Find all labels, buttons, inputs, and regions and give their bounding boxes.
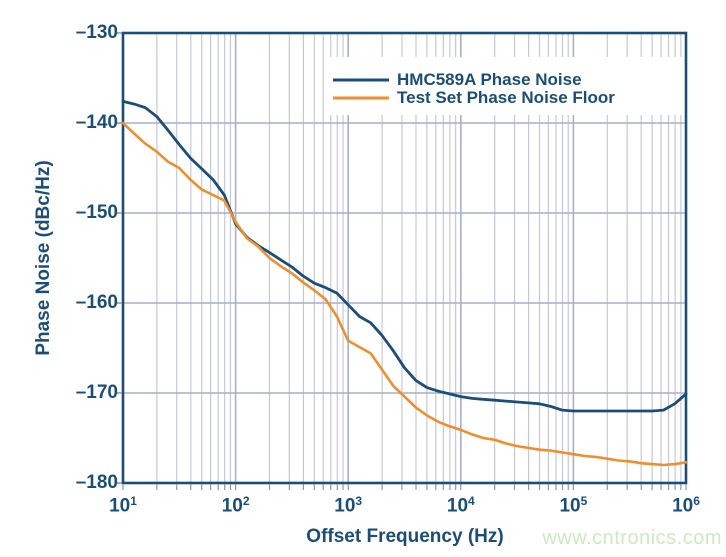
y-tick-label: –150 — [75, 202, 118, 223]
curve-hmc589a-phase-noise — [121, 100, 688, 413]
x-tick-label: 105 — [559, 494, 588, 517]
plot-frame — [121, 31, 688, 485]
legend-swatches — [333, 78, 389, 100]
x-tick-exponent: 6 — [693, 494, 700, 508]
x-tick-exponent: 2 — [242, 494, 250, 508]
y-axis-title: Phase Noise (dBc/Hz) — [33, 160, 54, 356]
x-tick-label: 104 — [446, 494, 475, 517]
x-tick-exponent: 3 — [355, 494, 363, 508]
x-tick-label: 103 — [334, 494, 363, 517]
x-tick-label: 102 — [221, 494, 250, 517]
x-tick-exponent: 4 — [468, 494, 475, 508]
x-tick-label: 106 — [672, 494, 700, 517]
curve-test-set-phase-noise-floor — [121, 121, 688, 467]
tick-marks — [116, 32, 687, 490]
y-tick-label: –170 — [75, 382, 118, 403]
legend-label-hmc589a: HMC589A Phase Noise — [397, 70, 582, 89]
y-tick-label: –180 — [75, 472, 118, 493]
x-tick-exponent: 5 — [580, 494, 588, 508]
legend-background — [326, 57, 684, 115]
y-tick-label: –130 — [75, 22, 118, 43]
y-tick-label: –140 — [75, 112, 118, 133]
x-tick-exponent: 1 — [130, 494, 137, 508]
x-axis-title: Offset Frequency (Hz) — [306, 526, 504, 547]
legend-label-test-set-floor: Test Set Phase Noise Floor — [397, 88, 615, 107]
watermark: www.cntronics.com — [542, 527, 722, 549]
x-tick-label: 101 — [109, 494, 137, 517]
y-tick-label: –160 — [75, 292, 118, 313]
